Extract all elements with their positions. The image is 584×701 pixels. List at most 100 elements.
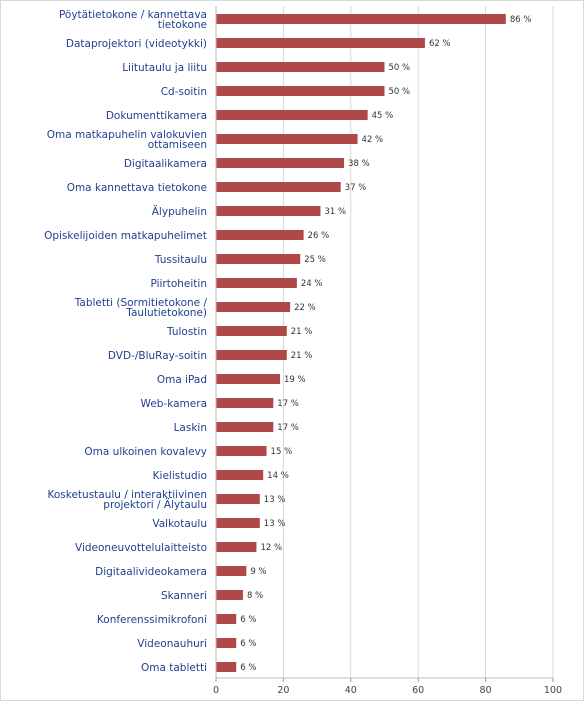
value-label: 13 % xyxy=(264,495,286,505)
category-label: Oma ulkoinen kovalevy xyxy=(84,446,207,458)
value-label: 9 % xyxy=(250,567,266,577)
category-label: Web-kamera xyxy=(141,398,207,410)
bar-20 xyxy=(216,470,264,480)
bar-21 xyxy=(216,494,260,504)
value-label: 8 % xyxy=(247,591,263,601)
category-label: Opiskelijoiden matkapuhelimet xyxy=(44,230,207,242)
category-label-line: tietokone xyxy=(158,19,207,31)
category-label-line: Oma tabletti xyxy=(141,662,207,674)
value-label: 50 % xyxy=(389,87,411,97)
category-label-line: Älypuhelin xyxy=(152,205,207,218)
category-label-line: Skanneri xyxy=(161,590,207,602)
x-tick-label: 80 xyxy=(480,685,492,696)
category-label: Kielistudio xyxy=(153,470,207,482)
category-label: Piirtoheitin xyxy=(150,278,207,290)
category-label: Oma kannettava tietokone xyxy=(67,182,207,194)
category-label-line: Web-kamera xyxy=(141,398,207,410)
category-label-line: Opiskelijoiden matkapuhelimet xyxy=(44,230,207,242)
category-label-line: Oma matkapuhelin valokuvien xyxy=(47,129,207,141)
category-label-line: Digitaalikamera xyxy=(124,158,207,170)
category-label: Tulostin xyxy=(166,326,207,338)
value-label: 17 % xyxy=(277,399,299,409)
category-label-line: Pöytätietokone / kannettava xyxy=(59,9,207,21)
category-label: Dokumenttikamera xyxy=(106,110,207,122)
bar-4 xyxy=(216,86,385,96)
bar-2 xyxy=(216,38,425,48)
bar-8 xyxy=(216,182,341,192)
bar-10 xyxy=(216,230,304,240)
value-label: 38 % xyxy=(348,159,370,169)
bar-3 xyxy=(216,62,385,72)
value-label: 31 % xyxy=(324,207,346,217)
x-tick-label: 100 xyxy=(544,685,562,696)
category-label: Kosketustaulu / interaktiivinen projektor… xyxy=(48,489,208,511)
value-label: 6 % xyxy=(240,639,256,649)
value-label: 37 % xyxy=(345,183,367,193)
bar-26 xyxy=(216,614,237,624)
value-label: 21 % xyxy=(291,351,313,361)
bar-7 xyxy=(216,158,345,168)
bar-22 xyxy=(216,518,260,528)
category-label-line: Oma iPad xyxy=(157,374,207,386)
category-label: Videonauhuri xyxy=(137,638,207,650)
x-tick-label: 0 xyxy=(213,685,219,696)
x-tick-label: 20 xyxy=(277,685,289,696)
bar-11 xyxy=(216,254,301,264)
value-label: 21 % xyxy=(291,327,313,337)
category-label: Videoneuvottelulaitteisto xyxy=(75,542,207,554)
category-label: Tussitaulu xyxy=(154,254,207,266)
bar-17 xyxy=(216,398,274,408)
bar-19 xyxy=(216,446,267,456)
category-label-line: Konferenssimikrofoni xyxy=(97,614,207,626)
category-label-line: ottamiseen xyxy=(148,139,207,151)
category-label-line: Digitaalivideokamera xyxy=(95,566,207,578)
category-label: DVD-/BluRay-soitin xyxy=(108,350,207,362)
category-label-line: Oma kannettava tietokone xyxy=(67,182,207,194)
bar-16 xyxy=(216,374,281,384)
bar-1 xyxy=(216,14,506,24)
bar-13 xyxy=(216,302,291,312)
category-label-line: Kielistudio xyxy=(153,470,207,482)
category-label: Digitaalikamera xyxy=(124,158,207,170)
value-label: 24 % xyxy=(301,279,323,289)
value-label: 45 % xyxy=(372,111,394,121)
category-label: Oma iPad xyxy=(157,374,207,386)
value-label: 50 % xyxy=(389,63,411,73)
category-label: Cd-soitin xyxy=(161,86,207,98)
bar-15 xyxy=(216,350,287,360)
category-label: Oma matkapuhelin valokuvien ottamiseen xyxy=(47,129,207,151)
category-label-line: Cd-soitin xyxy=(161,86,207,98)
bar-28 xyxy=(216,662,237,672)
bar-14 xyxy=(216,326,287,336)
value-label: 22 % xyxy=(294,303,316,313)
value-label: 86 % xyxy=(510,15,532,25)
value-label: 15 % xyxy=(271,447,293,457)
category-label: Älypuhelin xyxy=(152,205,207,218)
category-label: Laskin xyxy=(174,422,207,434)
value-label: 19 % xyxy=(284,375,306,385)
category-label-line: Videonauhuri xyxy=(137,638,207,650)
category-label-line: Dokumenttikamera xyxy=(106,110,207,122)
category-label: Skanneri xyxy=(161,590,207,602)
category-label-line: Kosketustaulu / interaktiivinen xyxy=(48,489,208,501)
category-label: Digitaalivideokamera xyxy=(95,566,207,578)
category-label: Dataprojektori (videotykki) xyxy=(66,38,207,50)
category-label: Konferenssimikrofoni xyxy=(97,614,207,626)
value-label: 62 % xyxy=(429,39,451,49)
value-label: 6 % xyxy=(240,663,256,673)
bar-25 xyxy=(216,590,243,600)
value-label: 17 % xyxy=(277,423,299,433)
category-label-line: Tussitaulu xyxy=(154,254,207,266)
category-label-line: Taulutietokone) xyxy=(125,307,207,319)
category-label: Tabletti (Sormitietokone / Taulutietokone… xyxy=(74,297,208,319)
bar-6 xyxy=(216,134,358,144)
value-label: 42 % xyxy=(362,135,384,145)
category-label: Oma tabletti xyxy=(141,662,207,674)
category-label: Pöytätietokone / kannettava tietokone xyxy=(59,9,207,31)
x-tick-label: 40 xyxy=(345,685,357,696)
category-label-line: projektori / Älytaulu xyxy=(103,498,207,511)
category-label-line: Dataprojektori (videotykki) xyxy=(66,38,207,50)
category-label-line: Liitutaulu ja liitu xyxy=(122,62,207,74)
bar-24 xyxy=(216,566,247,576)
